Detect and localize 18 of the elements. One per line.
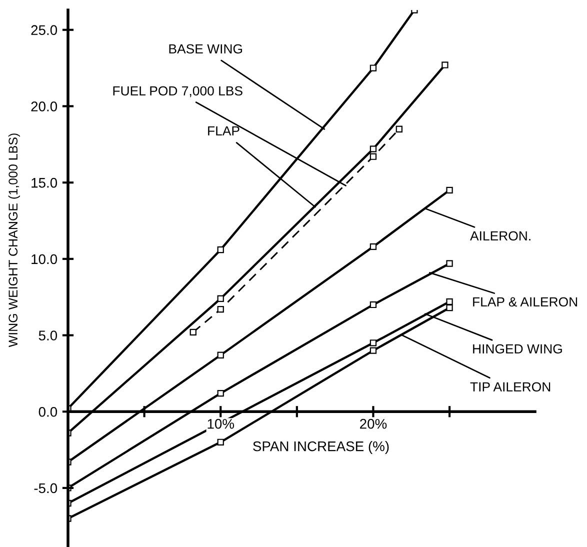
annotation: FLAP xyxy=(208,126,240,136)
annotation: TIP AILERON xyxy=(470,382,550,392)
y-tick-label: -5.0 xyxy=(34,483,58,494)
x-axis-title: SPAN INCREASE (%) xyxy=(253,441,389,454)
y-tick-label: 15.0 xyxy=(32,178,58,188)
y-tick-label: 20.0 xyxy=(31,102,58,112)
x-tick-label: 20% xyxy=(360,418,387,429)
annotation: HINGED WING xyxy=(473,344,562,354)
y-tick-label: 25.0 xyxy=(31,25,58,36)
annotation: AILERON. xyxy=(470,231,530,241)
y-tick-label: 5.0 xyxy=(38,330,58,340)
x-tick-label: 10% xyxy=(208,418,234,429)
annotation: BASE WING xyxy=(169,44,242,54)
annotation: FLAP & AILERON xyxy=(473,297,578,307)
annotation: FUEL POD 7,000 LBS xyxy=(113,86,242,98)
y-tick-label: 0.0 xyxy=(38,406,58,417)
y-tick-label: 10.0 xyxy=(32,254,58,264)
y-axis-title: WING WEIGHT CHANGE (1,000 LBS) xyxy=(8,134,20,348)
